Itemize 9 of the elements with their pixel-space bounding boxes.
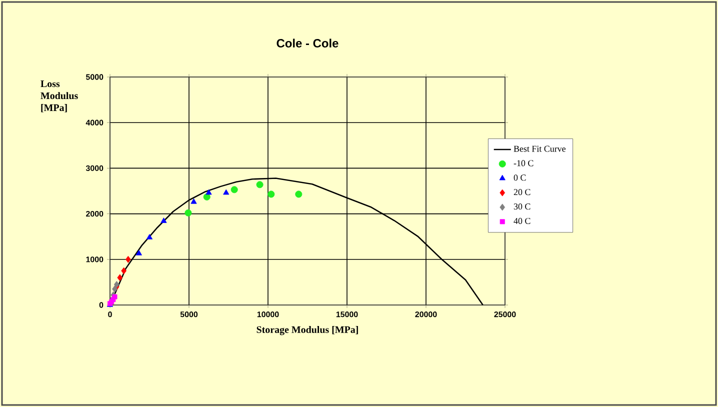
legend-label: -10 C: [514, 160, 534, 166]
chart-title: Cole - Cole: [276, 38, 338, 48]
legend-label: 30 C: [514, 203, 530, 210]
legend-label: 20 C: [514, 189, 530, 196]
legend-label: Best Fit Curve: [514, 146, 566, 152]
x-axis-title: Storage Modulus [MPa]: [256, 326, 358, 336]
y-axis-title: Loss Modulus [MPa]: [40, 80, 78, 112]
legend-label: 0 C: [514, 174, 526, 181]
legend-label: 40 C: [514, 218, 530, 224]
